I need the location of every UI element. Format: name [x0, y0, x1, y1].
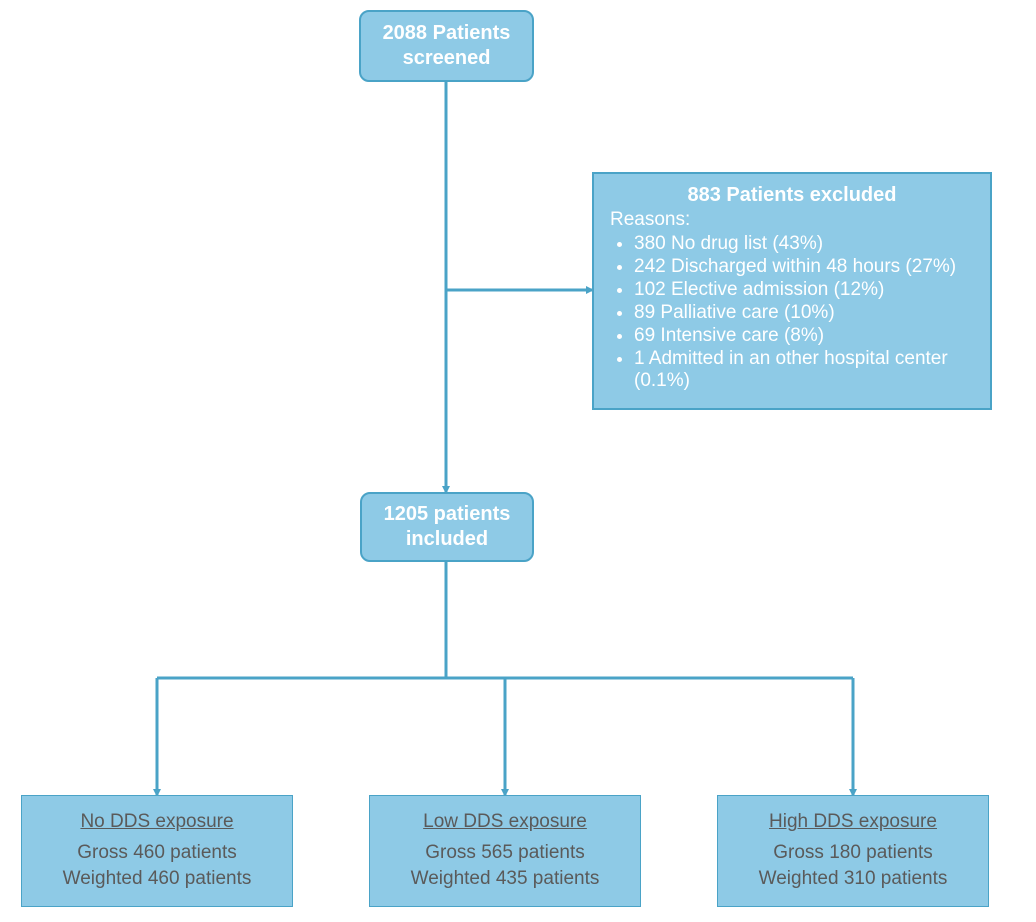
node-high-dds: High DDS exposure Gross 180 patients Wei…	[717, 795, 989, 907]
low-dds-title: Low DDS exposure	[423, 810, 587, 834]
node-no-dds: No DDS exposure Gross 460 patients Weigh…	[21, 795, 293, 907]
node-screened: 2088 Patients screened	[359, 10, 534, 82]
screened-line1: 2088 Patients	[383, 21, 511, 46]
low-dds-row2: Weighted 435 patients	[411, 866, 600, 892]
low-dds-row1: Gross 565 patients	[425, 840, 584, 866]
screened-line2: screened	[403, 46, 491, 71]
included-line2: included	[406, 527, 488, 552]
high-dds-row2: Weighted 310 patients	[759, 866, 948, 892]
node-included: 1205 patients included	[360, 492, 534, 562]
connectors-layer	[0, 0, 1036, 922]
excluded-reason-item: 102 Elective admission (12%)	[634, 279, 974, 301]
flowchart-canvas: 2088 Patients screened 883 Patients excl…	[0, 0, 1036, 922]
excluded-reason-list: 380 No drug list (43%)242 Discharged wit…	[610, 233, 974, 392]
node-excluded: 883 Patients excluded Reasons: 380 No dr…	[592, 172, 992, 410]
node-low-dds: Low DDS exposure Gross 565 patients Weig…	[369, 795, 641, 907]
excluded-reason-item: 1 Admitted in an other hospital center (…	[634, 348, 974, 392]
excluded-reason-item: 69 Intensive care (8%)	[634, 325, 974, 347]
no-dds-row1: Gross 460 patients	[77, 840, 236, 866]
excluded-title: 883 Patients excluded	[610, 184, 974, 207]
excluded-reason-item: 89 Palliative care (10%)	[634, 302, 974, 324]
included-line1: 1205 patients	[384, 502, 511, 527]
no-dds-title: No DDS exposure	[80, 810, 233, 834]
excluded-subtitle: Reasons:	[610, 209, 974, 231]
excluded-reason-item: 242 Discharged within 48 hours (27%)	[634, 256, 974, 278]
no-dds-row2: Weighted 460 patients	[63, 866, 252, 892]
high-dds-row1: Gross 180 patients	[773, 840, 932, 866]
high-dds-title: High DDS exposure	[769, 810, 937, 834]
excluded-reason-item: 380 No drug list (43%)	[634, 233, 974, 255]
